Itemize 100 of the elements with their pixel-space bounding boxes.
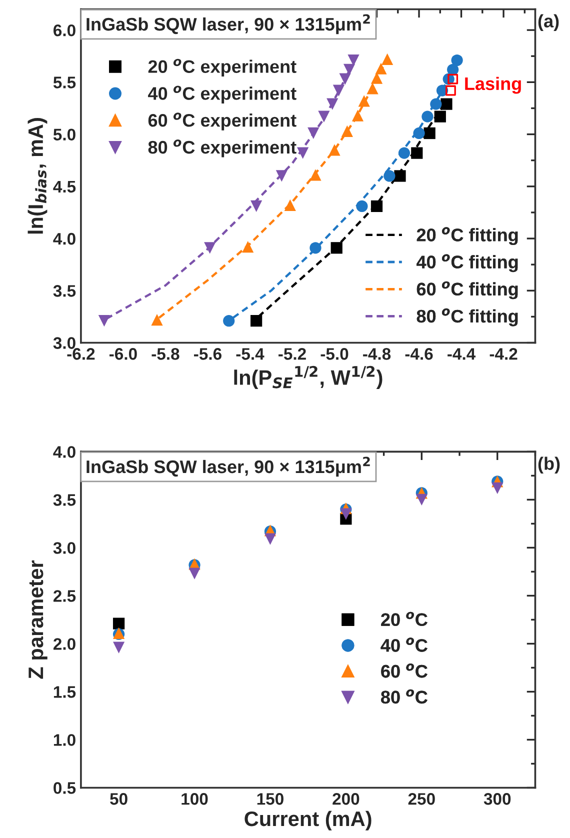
x-tick-label: -4.2 xyxy=(490,348,518,360)
legend-label: 40 $^{o}$C experiment xyxy=(148,86,296,104)
x-tick-label: -4.4 xyxy=(448,348,476,360)
point xyxy=(242,241,254,253)
x-tick-label: -5.4 xyxy=(236,348,264,360)
point xyxy=(440,98,452,110)
point xyxy=(296,147,309,159)
y-tick-label: 1.0 xyxy=(54,734,76,746)
x-tick-label: -5.2 xyxy=(278,348,306,360)
x-tick-label: 100 xyxy=(182,793,208,805)
point xyxy=(384,170,396,182)
x-tick-label: -5.6 xyxy=(194,348,222,360)
point xyxy=(310,169,322,181)
y-tick-label: 3.5 xyxy=(53,494,76,506)
x-tick-label: -5.0 xyxy=(320,348,348,360)
annotation: Lasing xyxy=(465,76,521,94)
legend-label: 20 $^{o}$C fitting xyxy=(416,227,518,245)
point xyxy=(250,315,262,327)
text: (a) xyxy=(538,14,559,32)
point xyxy=(98,315,110,327)
x-tick-label: 200 xyxy=(332,793,360,805)
point xyxy=(430,98,442,110)
y-tick-label: 3.0 xyxy=(53,542,76,554)
x-axis-title: Current (mA) xyxy=(244,810,372,830)
y-tick-label: 5.5 xyxy=(53,76,76,88)
y-tick-label: 2.5 xyxy=(53,590,76,602)
y-tick-label: 5.0 xyxy=(53,128,76,140)
y-tick-label: 1.5 xyxy=(54,686,76,698)
chart-title: InGaSb SQW laser, 90 × 1315μm$^{2}$ xyxy=(86,456,370,477)
y-tick-label: 6.0 xyxy=(54,24,76,36)
point xyxy=(422,110,434,122)
point xyxy=(375,62,387,74)
x-tick-label: -4.6 xyxy=(405,348,433,360)
point xyxy=(451,54,463,66)
point xyxy=(398,147,410,159)
point xyxy=(424,127,436,140)
x-axis-title: ln(P$_{SE}$$^{1/2}$, W$^{1/2}$) xyxy=(234,366,382,390)
point xyxy=(330,242,342,254)
legend-label: 60 $^{o}$C fitting xyxy=(416,281,518,300)
legend-label: 40 $^{o}$C fitting xyxy=(416,254,518,272)
x-tick-label: 150 xyxy=(257,793,284,805)
legend-label: 60 $^{o}$C experiment xyxy=(148,112,296,130)
x-tick-label: -6.0 xyxy=(109,348,137,360)
y-axis-title: ln(I$_{bias}$, mA) xyxy=(28,118,48,234)
point xyxy=(250,200,262,212)
legend-label: 80 $^{o}$C fitting xyxy=(416,308,518,326)
point xyxy=(492,482,504,494)
point xyxy=(188,568,200,580)
y-tick-label: 4.5 xyxy=(53,180,76,193)
point xyxy=(394,170,406,182)
point xyxy=(358,95,370,107)
x-tick-label: 300 xyxy=(484,793,511,805)
point xyxy=(223,315,235,327)
text: (b) xyxy=(538,456,560,474)
x-tick-label: 250 xyxy=(408,793,435,805)
point xyxy=(326,98,338,110)
point xyxy=(308,127,320,140)
point xyxy=(416,494,428,506)
point xyxy=(341,125,353,137)
y-tick-label: 0.5 xyxy=(54,782,76,794)
point xyxy=(413,127,425,140)
point xyxy=(434,110,446,122)
point xyxy=(370,200,383,212)
point xyxy=(151,314,163,326)
point xyxy=(284,199,296,211)
y-axis-title: Z parameter xyxy=(28,560,48,679)
x-tick-label: 50 xyxy=(110,793,128,805)
point xyxy=(276,170,288,182)
legend-label: 20 $^{o}$C experiment xyxy=(148,58,296,77)
point xyxy=(112,618,125,630)
legend-label: 20 $^{o}$C xyxy=(381,612,428,626)
x-tick-label: -5.8 xyxy=(152,348,180,360)
point xyxy=(112,642,125,654)
point xyxy=(448,74,458,84)
point xyxy=(310,242,322,254)
point xyxy=(382,53,394,66)
point xyxy=(340,508,352,520)
point xyxy=(352,110,364,122)
point xyxy=(445,85,456,96)
point xyxy=(339,73,351,85)
point xyxy=(204,242,216,254)
point xyxy=(411,147,423,159)
point xyxy=(264,533,276,545)
point xyxy=(356,200,368,212)
point xyxy=(328,144,340,156)
x-tick-label: -6.2 xyxy=(67,348,95,360)
legend-label: 60 $^{o}$C xyxy=(381,664,428,678)
point xyxy=(332,84,345,96)
x-tick-label: -4.8 xyxy=(363,348,391,360)
point xyxy=(366,82,378,94)
chart-title: InGaSb SQW laser, 90 × 1315μm$^{2}$ xyxy=(86,14,370,34)
legend-label: 80 $^{o}$C xyxy=(381,689,428,704)
legend-label: 40 $^{o}$C xyxy=(380,638,428,652)
y-tick-label: 4.0 xyxy=(53,232,76,245)
y-tick-label: 2.0 xyxy=(53,638,76,650)
legend-label: 80 $^{o}$C experiment xyxy=(148,140,296,158)
y-tick-label: 3.5 xyxy=(53,285,76,297)
y-tick-label: 3.0 xyxy=(53,337,76,349)
point xyxy=(318,110,330,122)
y-tick-label: 4.0 xyxy=(53,446,76,458)
